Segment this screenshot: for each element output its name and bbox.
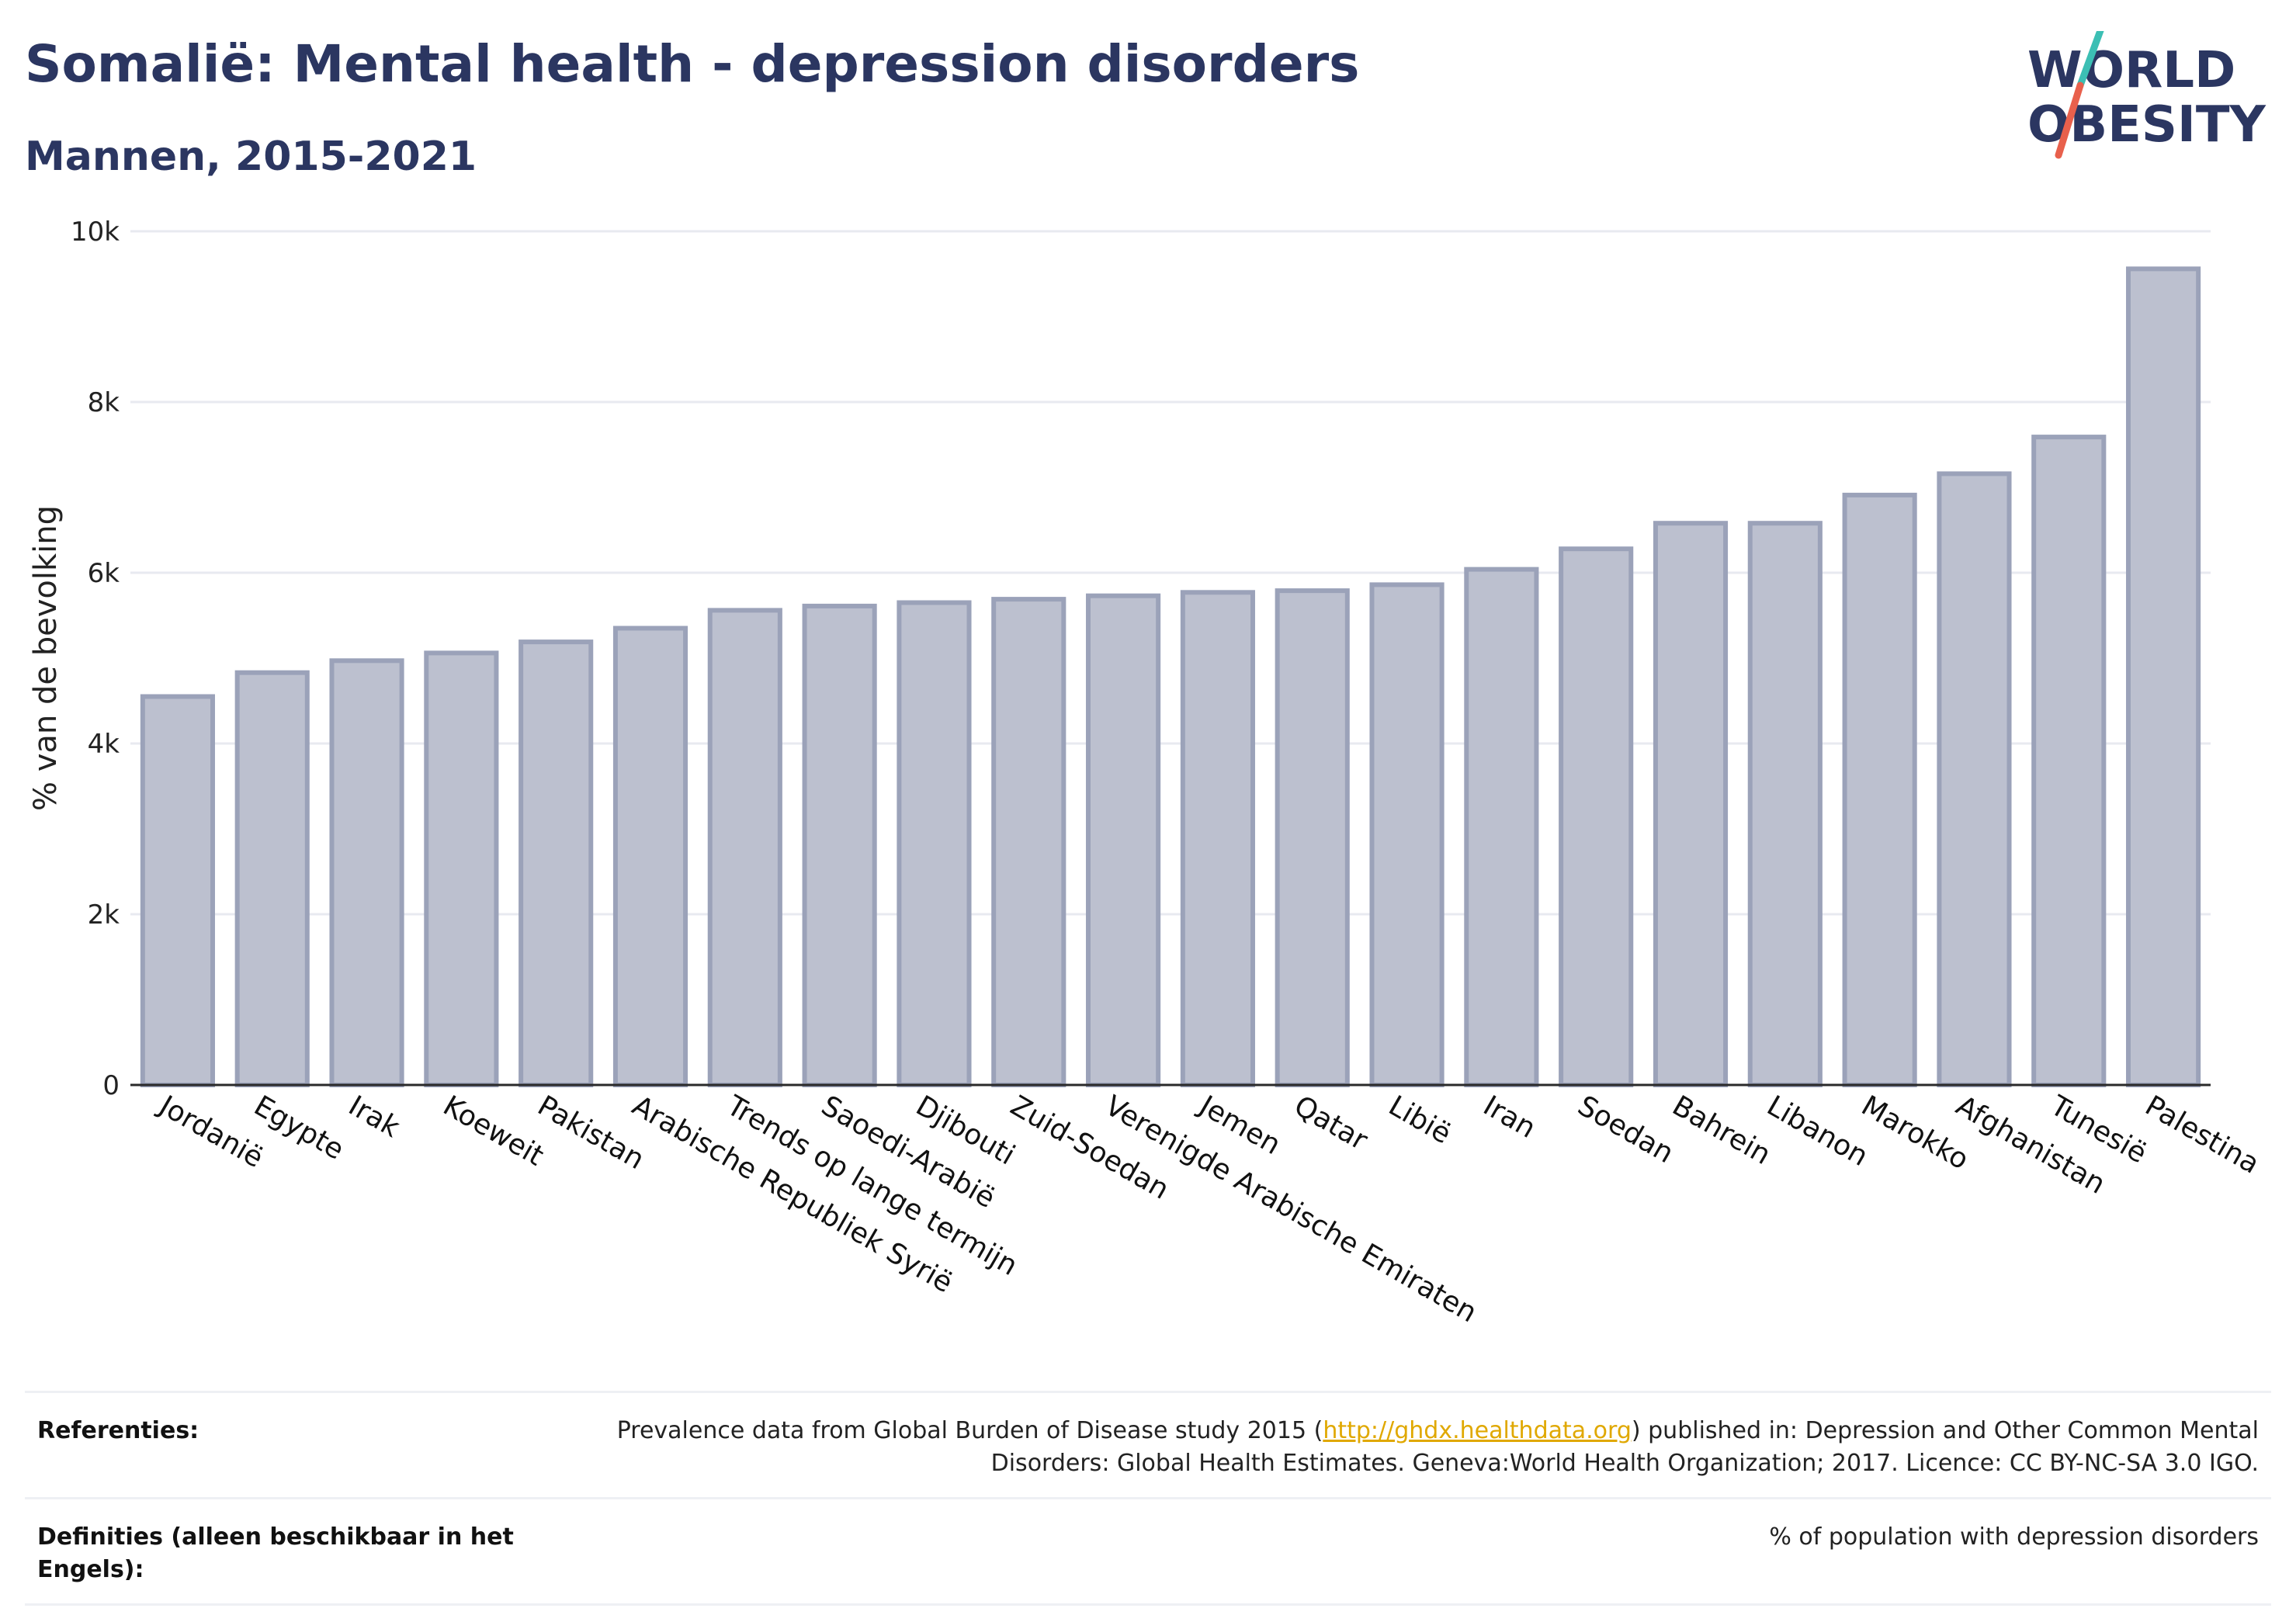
bar xyxy=(234,670,310,1087)
bar xyxy=(991,597,1066,1087)
bar xyxy=(802,603,877,1087)
x-tick-label: Iran xyxy=(1478,1090,1541,1145)
x-tick-label: Soedan xyxy=(1573,1090,1679,1170)
bar xyxy=(1369,582,1445,1087)
bar xyxy=(1747,521,1823,1087)
bar xyxy=(2031,435,2107,1088)
logo-slash-red xyxy=(2055,81,2084,159)
x-tick-label: Zuid-Soedan xyxy=(1005,1090,1174,1206)
x-tick-label: Bahrein xyxy=(1667,1090,1776,1171)
bar xyxy=(612,626,688,1087)
definitions-row: Definities (alleen beschikbaar in het En… xyxy=(25,1497,2271,1606)
logo-slash-teal xyxy=(2076,31,2104,89)
x-tick-label: Jordanië xyxy=(153,1089,269,1174)
bar xyxy=(424,650,499,1087)
y-tick-label: 4k xyxy=(88,729,120,760)
y-tick-label: 0 xyxy=(102,1070,120,1101)
bar xyxy=(1559,546,1634,1087)
x-tick-label: Marokko xyxy=(1856,1090,1974,1176)
bar xyxy=(1842,492,1917,1087)
bar xyxy=(897,600,972,1087)
references-link[interactable]: http://ghdx.healthdata.org xyxy=(1323,1417,1632,1444)
bar xyxy=(519,639,594,1087)
references-row: Referenties: Prevalence data from Global… xyxy=(25,1391,2271,1497)
chart-title: Somalië: Mental health - depression diso… xyxy=(25,34,1360,94)
bar xyxy=(1464,567,1539,1088)
bar xyxy=(140,694,215,1087)
references-text-before: Prevalence data from Global Burden of Di… xyxy=(616,1417,1323,1444)
y-tick-label: 8k xyxy=(88,387,120,418)
bar xyxy=(2126,266,2201,1087)
y-axis-label: % van de bevolking xyxy=(28,505,64,811)
references-label: Referenties: xyxy=(37,1417,199,1444)
x-tick-label: Qatar xyxy=(1288,1090,1372,1156)
bar xyxy=(1180,590,1255,1087)
x-tick-label: Koeweit xyxy=(438,1090,549,1172)
definitions-text: % of population with depression disorder… xyxy=(1769,1523,2259,1551)
bar xyxy=(1275,588,1350,1088)
x-tick-label: Libanon xyxy=(1761,1090,1873,1173)
y-tick-label: 10k xyxy=(71,217,120,248)
logo-word-world: WORLD xyxy=(2027,42,2235,99)
y-tick-label: 2k xyxy=(88,899,120,931)
x-tick-label: Irak xyxy=(343,1090,405,1144)
world-obesity-logo: WORLD OBESITY xyxy=(2027,31,2266,159)
references-text: Prevalence data from Global Burden of Di… xyxy=(590,1415,2259,1480)
bar xyxy=(329,658,404,1087)
bar xyxy=(1653,521,1729,1087)
bar xyxy=(707,608,782,1087)
footer: Referenties: Prevalence data from Global… xyxy=(25,1391,2271,1606)
chart-subtitle: Mannen, 2015-2021 xyxy=(25,133,477,180)
y-tick-label: 6k xyxy=(88,558,120,589)
bar xyxy=(1937,471,2012,1087)
x-tick-label: Libië xyxy=(1383,1090,1456,1150)
references-text-after: ) published in: Depression and Other Com… xyxy=(990,1417,2259,1477)
definitions-label: Definities (alleen beschikbaar in het En… xyxy=(37,1523,514,1583)
bar xyxy=(1086,593,1161,1087)
x-tick-label: Palestina xyxy=(2140,1090,2265,1180)
x-tick-label: Pakistan xyxy=(532,1090,650,1176)
